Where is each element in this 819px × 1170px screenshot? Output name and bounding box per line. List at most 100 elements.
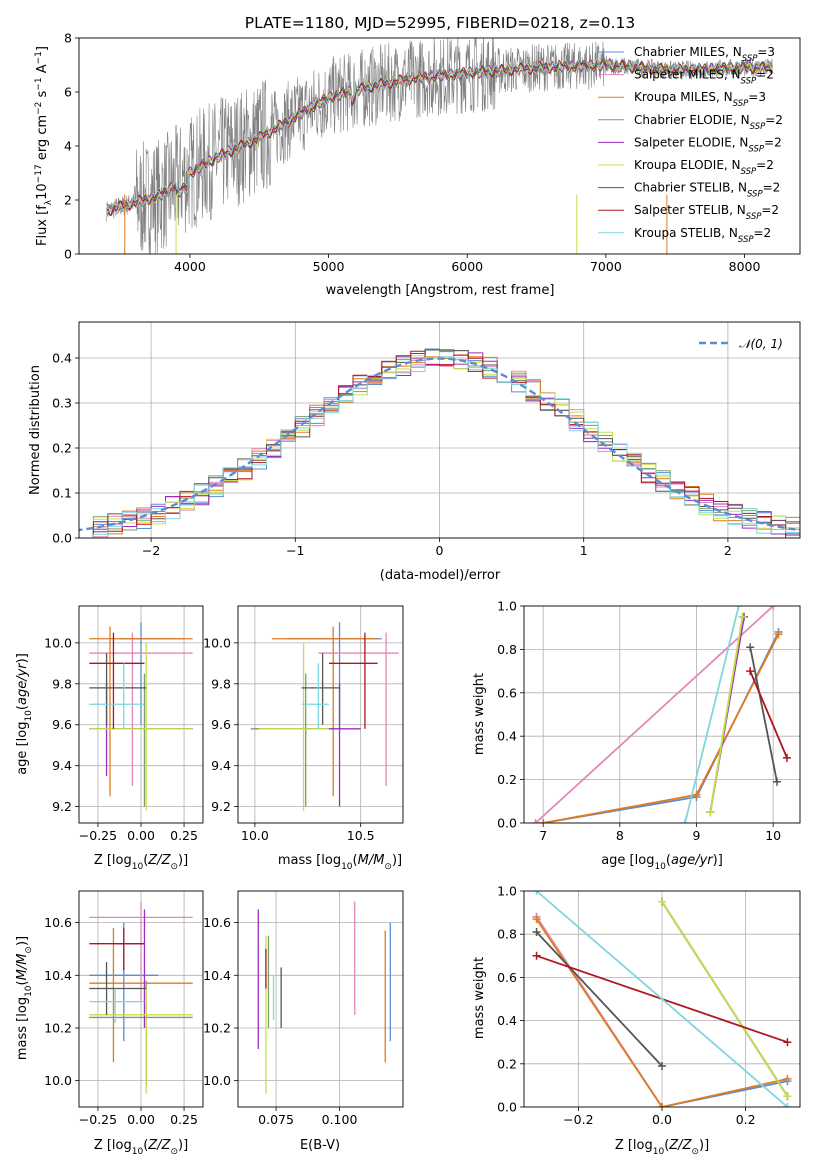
weight-marker-kroupa-stelib [734, 606, 743, 610]
figure-title: PLATE=1180, MJD=52995, FIBERID=0218, z=0… [245, 14, 635, 32]
y-tick-label: 9.4 [52, 758, 72, 773]
weight-marker-kroupa-miles [774, 630, 783, 639]
weight-vs-metallicity-chart: −0.2 0.0 0.2 0.0 0.2 0.4 0.6 0.8 1.0 Z [log10(Z/Z… [472, 884, 801, 1157]
plot-area [79, 891, 203, 1107]
y-axis-label-part: 10 [24, 985, 34, 997]
x-tick-label: −2 [142, 543, 160, 558]
y-tick-label: 0.0 [497, 816, 517, 831]
legend-sub: SSP [733, 99, 749, 109]
y-axis-label-part: age/yr [15, 662, 30, 705]
x-axis-label-part: )] [178, 853, 188, 868]
x-tick-label: 7 [539, 828, 547, 843]
y-tick-label: 9.2 [211, 799, 231, 814]
x-axis-label-part: Z [log [615, 1138, 653, 1153]
x-axis-label: age [log10(age/yr)] [601, 853, 723, 872]
x-axis-label-part: )] [699, 1138, 709, 1153]
x-axis-label-part: ( [666, 853, 671, 868]
plot-area [106, 38, 773, 254]
y-axis-label-part: s [35, 90, 50, 101]
legend-sub: SSP [747, 190, 763, 200]
axes-frame [523, 890, 801, 1108]
y-axis-label-part: 10 [24, 710, 34, 722]
weight-marker-chabrier-stelib [746, 643, 755, 652]
x-tick-label: −1 [286, 543, 304, 558]
weight-marker-salpeter-miles [769, 606, 778, 610]
x-axis-label-part: Z/Z [147, 853, 171, 868]
y-tick-label: 10.0 [203, 635, 231, 650]
y-tick-label: 0.3 [52, 396, 72, 411]
weight-line-chabrier-stelib [749, 647, 778, 782]
y-tick-label: 9.8 [211, 676, 231, 691]
y-tick-label: 10.6 [203, 915, 231, 930]
y-tick-label: 0 [64, 247, 72, 262]
y-axis-label-part: mass weight [472, 673, 487, 755]
legend-label-salpeter-miles: Salpeter MILES, NSSP=2 [634, 68, 774, 87]
legend-name: Kroupa STELIB, N [634, 226, 738, 240]
weight-marker-kroupa-elodie [706, 808, 715, 817]
model-spectrum-kroupa-stelib [106, 58, 773, 214]
weight-marker-kroupa-stelib [532, 891, 541, 895]
x-axis-label-part: M/M [358, 853, 385, 868]
legend-label-salpeter-stelib: Salpeter STELIB, NSSP=2 [634, 203, 779, 222]
y-axis-label-part: erg cm [35, 115, 50, 164]
y-tick-label: 0.4 [52, 351, 72, 366]
y-axis-label-part: mass [log [15, 997, 30, 1060]
y-axis-label-part: )] [15, 936, 30, 946]
axes-frame [237, 605, 404, 824]
y-tick-label: 0.2 [497, 1056, 517, 1071]
x-axis-label-part: )] [713, 853, 723, 868]
y-tick-label: 0.4 [497, 1013, 517, 1028]
legend-count: =2 [765, 113, 783, 127]
x-axis-label: wavelength [Angstrom, rest frame] [326, 283, 555, 298]
legend-count: =2 [761, 203, 779, 217]
model-spectrum-salpeter-elodie [106, 59, 773, 214]
x-tick-label: 0.00 [127, 1112, 155, 1127]
normal-distribution-curve [79, 357, 800, 532]
y-tick-label: 8 [64, 31, 72, 46]
y-tick-label: 1.0 [497, 884, 517, 899]
x-axis-label-part: E(B-V) [300, 1138, 340, 1153]
legend-count: =2 [754, 226, 772, 240]
y-tick-label: 10.0 [44, 635, 72, 650]
legend-sub: SSP [741, 77, 757, 87]
y-axis-label: mass weight [472, 957, 487, 1039]
weight-marker-salpeter-stelib [746, 667, 755, 676]
y-tick-label: 1.0 [497, 599, 517, 614]
x-axis-label-part: ⊙ [691, 1147, 699, 1157]
y-tick-label: 10.0 [203, 1073, 231, 1088]
x-tick-label: 10.5 [347, 828, 375, 843]
y-tick-label: 0.4 [497, 729, 517, 744]
y-axis-label-part: ⊙ [24, 946, 34, 954]
y-tick-label: 10.6 [44, 915, 72, 930]
y-tick-label: 10.4 [44, 968, 72, 983]
residual-histogram-salpeter-stelib [92, 350, 800, 538]
weight-line-chabrier-stelib [535, 931, 663, 1067]
age-vs-metallicity-chart: −0.25 0.00 0.259.29.49.69.810.0Z [log10(Z/… [15, 605, 204, 872]
y-axis-label: mass weight [472, 673, 487, 755]
legend-label-salpeter-elodie: Salpeter ELODIE, NSSP=2 [634, 135, 782, 154]
x-axis-label: E(B-V) [300, 1138, 340, 1153]
y-axis-label-part: ( [15, 980, 30, 985]
x-tick-label: 10 [765, 828, 781, 843]
weight-marker-kroupa-stelib [783, 1103, 792, 1107]
axes-frame [237, 890, 404, 1108]
legend-sub: SSP [741, 167, 757, 177]
y-axis-label-part: M/M [15, 954, 30, 981]
x-axis-label-part: (data-model)/error [380, 568, 501, 583]
y-axis-label-part: −1 [34, 77, 44, 90]
spectrum-legend: Chabrier MILES, NSSP=3 Salpeter MILES, NS… [598, 45, 783, 245]
x-axis-label: (data-model)/error [380, 568, 501, 583]
weight-marker-kroupa-miles [658, 1103, 666, 1107]
x-tick-label: 8 [616, 828, 624, 843]
x-tick-label: 10.0 [241, 828, 269, 843]
x-tick-label: 0.25 [170, 828, 198, 843]
legend-count: =2 [763, 181, 781, 195]
legend-name: Kroupa ELODIE, N [634, 158, 741, 172]
weight-marker-salpeter-miles [531, 819, 540, 823]
legend-label-chabrier-miles: Chabrier MILES, NSSP=3 [634, 45, 775, 64]
weight-marker-kroupa-miles [539, 819, 548, 823]
axes-frame [78, 321, 801, 539]
y-axis-label-part: −17 [34, 164, 44, 183]
